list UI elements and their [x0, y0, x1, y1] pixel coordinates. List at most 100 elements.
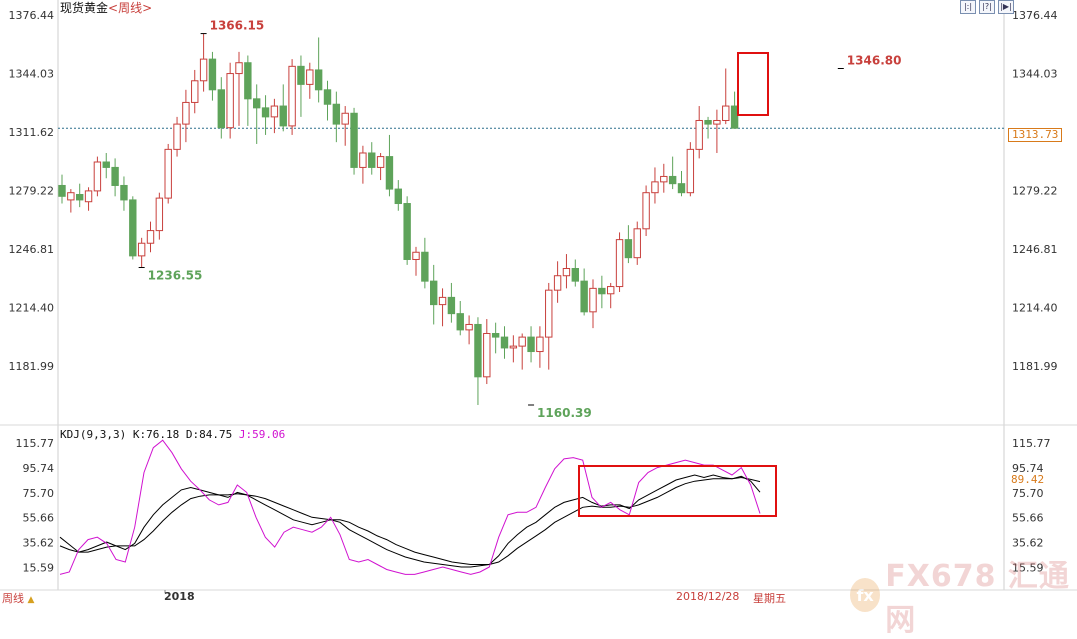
candle-body-32	[341, 112, 349, 125]
price-tick-left-4: 1246.81	[9, 243, 55, 256]
candle-body-28	[306, 69, 314, 85]
candle-body-25	[279, 105, 287, 127]
candle-body-56	[553, 275, 562, 291]
candle-body-47	[474, 323, 482, 378]
candle-body-34	[359, 152, 367, 168]
candle-body-38	[394, 188, 403, 205]
candle-body-71	[686, 148, 695, 194]
kdj-tick-left-1: 95.74	[23, 462, 55, 475]
chart-title: 现货黄金<周线>	[60, 0, 152, 16]
candle-body-22	[253, 98, 261, 109]
price-tick-left-5: 1214.40	[9, 301, 55, 314]
price-tick-left-3: 1279.22	[9, 184, 55, 197]
candle-body-6	[111, 166, 119, 186]
period-label: 周线	[2, 592, 24, 605]
price-tick-right-6: 1181.99	[1012, 360, 1058, 373]
kdj-j-value: J:59.06	[238, 428, 286, 441]
toolbar-button-3[interactable]: |▶|	[998, 0, 1014, 14]
candle-body-46	[465, 323, 473, 331]
candle-body-74	[713, 119, 721, 125]
candle-body-8	[129, 199, 137, 257]
candle-body-57	[562, 268, 571, 277]
candle-body-2	[76, 193, 84, 201]
period-arrow-icon: ▲	[27, 595, 35, 605]
period-selector[interactable]: 周线 ▲	[2, 590, 34, 606]
candle-body-11	[155, 197, 164, 232]
candle-body-21	[244, 62, 252, 100]
chart-grid: 1376.441376.441344.031344.031311.621311.…	[0, 0, 1077, 593]
candle-body-42	[430, 280, 438, 306]
candle-body-76	[730, 105, 739, 129]
kdj-tick-right-3: 55.66	[1012, 512, 1044, 525]
kdj-tick-right-2: 75.70	[1012, 487, 1044, 500]
candle-body-24	[270, 105, 279, 118]
candle-body-40	[412, 251, 420, 260]
candlestick-series	[58, 33, 739, 405]
candle-body-0	[58, 184, 66, 197]
watermark-text: FX678 汇通网	[885, 559, 1070, 638]
x-axis-year-label: 2018	[164, 590, 195, 603]
kdj-line-j	[59, 439, 761, 575]
candle-body-72	[695, 119, 703, 150]
candle-body-27	[297, 65, 305, 85]
candle-body-1	[67, 192, 75, 201]
candle-body-53	[527, 336, 535, 353]
candle-body-55	[545, 289, 553, 338]
candle-body-49	[491, 332, 500, 338]
candle-body-35	[368, 152, 376, 168]
candle-body-58	[571, 268, 579, 282]
candle-body-43	[438, 296, 447, 306]
candle-body-15	[191, 80, 199, 103]
candle-body-66	[642, 192, 650, 230]
kdj-tick-left-3: 55.66	[23, 512, 55, 525]
cursor-weekday: 星期五	[753, 592, 786, 605]
timeframe-label: <周线>	[108, 1, 153, 15]
kdj-tick-right-5: 15.59	[1012, 562, 1044, 575]
candle-body-48	[483, 332, 491, 378]
instrument-name: 现货黄金	[60, 1, 109, 15]
candle-body-44	[447, 296, 456, 315]
candle-body-23	[261, 107, 270, 118]
kdj-tick-left-2: 75.70	[23, 487, 55, 500]
candle-body-36	[376, 156, 385, 168]
candle-body-7	[120, 184, 128, 201]
current-price-tag: 1313.73	[1008, 128, 1063, 142]
candle-body-31	[332, 103, 341, 125]
price-tick-right-5: 1214.40	[1012, 301, 1058, 314]
candle-body-19	[226, 73, 234, 129]
kdj-tick-right-0: 115.77	[1012, 437, 1051, 450]
kdj-header: KDJ(9,3,3) K:76.18 D:84.75 J:59.06	[60, 428, 285, 441]
candle-body-37	[385, 156, 394, 190]
annotation-label-2: 1160.39	[537, 406, 592, 420]
toolbar-button-1[interactable]: |:|	[960, 0, 976, 14]
toolbar-button-2[interactable]: |?|	[979, 0, 995, 14]
watermark: fx FX678 汇通网	[850, 551, 1077, 639]
candle-body-33	[350, 112, 358, 168]
candle-body-41	[421, 251, 429, 282]
candle-body-5	[102, 161, 110, 168]
candle-body-68	[660, 175, 668, 183]
candle-body-60	[589, 287, 597, 313]
candle-body-12	[164, 148, 172, 199]
candle-body-52	[518, 336, 526, 347]
candle-body-20	[235, 62, 243, 75]
price-tick-left-6: 1181.99	[9, 360, 55, 373]
candle-body-29	[314, 69, 323, 91]
candle-body-50	[500, 336, 509, 349]
chart-toolbar: |:| |?| |▶|	[960, 0, 1014, 14]
candle-body-51	[509, 345, 518, 349]
candle-body-62	[607, 286, 615, 295]
candle-body-59	[580, 280, 588, 313]
candle-body-14	[182, 101, 190, 125]
annotation-label-1: 1236.55	[148, 269, 203, 283]
candle-body-26	[288, 65, 296, 127]
candle-body-9	[137, 242, 146, 257]
price-tick-left-2: 1311.62	[9, 126, 55, 139]
annotation-label-0: 1366.15	[210, 19, 265, 33]
candle-body-63	[615, 239, 624, 288]
kdj-tick-left-0: 115.77	[16, 437, 55, 450]
price-tick-left-0: 1376.44	[9, 9, 55, 22]
kdj-series	[59, 439, 761, 575]
candle-body-13	[173, 123, 181, 150]
kdj-current-value: 89.42	[1008, 474, 1048, 486]
